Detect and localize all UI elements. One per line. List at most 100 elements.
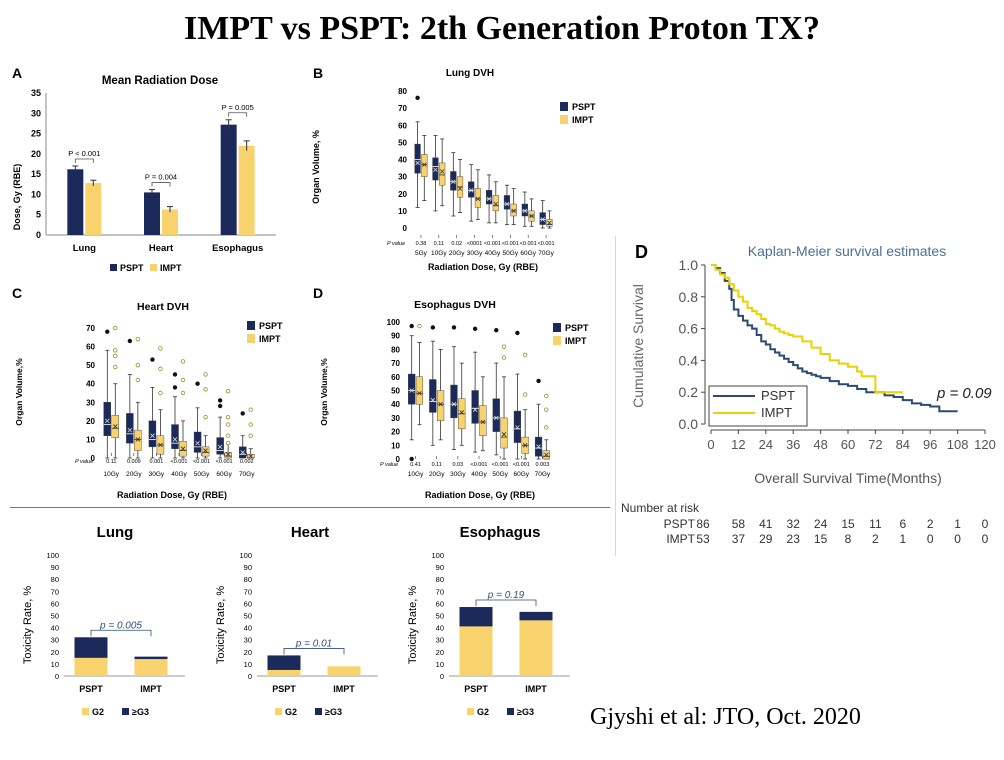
outlier-point <box>472 326 478 332</box>
box-pspt <box>193 431 202 453</box>
p-value-label: P = 0.004 <box>145 173 177 182</box>
y-tick-label: 20 <box>31 149 41 159</box>
x-tick-label: 10Gy <box>431 250 447 257</box>
legend-label: IMPT <box>259 334 281 344</box>
legend-swatch <box>467 708 474 715</box>
box-pspt <box>414 143 421 174</box>
outlier-point <box>225 388 231 394</box>
outlier-point <box>415 95 420 101</box>
mean-marker <box>105 418 110 424</box>
y-tick-label: 90 <box>244 563 252 572</box>
outlier-point <box>544 425 549 430</box>
outlier-point <box>409 323 414 329</box>
risk-table-cell: 1 <box>899 532 906 546</box>
x-tick-label: 72 <box>868 437 882 452</box>
y-tick-label: 0 <box>36 230 41 240</box>
y-tick-label: 70 <box>391 359 400 368</box>
x-tick-label: 50Gy <box>503 250 519 257</box>
x-tick-label: 20Gy <box>429 471 445 478</box>
y-axis-label: Cumulative Survival <box>630 284 646 408</box>
box-pspt <box>171 424 179 449</box>
y-tick-label: 10 <box>31 189 41 199</box>
x-tick-label: 10Gy <box>104 471 120 478</box>
outlier-point <box>113 353 118 359</box>
risk-table-cell: 53 <box>696 532 710 546</box>
x-axis-label: Radiation Dose, Gy (RBE) <box>428 262 538 272</box>
box-impt <box>510 203 517 217</box>
p-value-label: <0.001 <box>520 241 537 247</box>
x-tick-label: 50Gy <box>194 471 210 478</box>
p-value-label: <0.001 <box>513 462 530 468</box>
mean-marker <box>430 397 436 403</box>
bar-impt <box>85 183 102 235</box>
y-tick-label: 30 <box>31 108 41 118</box>
chart-kaplan-meier: D Kaplan-Meier survival estimates Cumula… <box>621 242 996 546</box>
risk-table-cell: 29 <box>759 532 773 546</box>
outlier-point <box>135 336 141 342</box>
y-tick-label: 90 <box>436 563 444 572</box>
x-tick-label: 20Gy <box>449 250 465 257</box>
chart-heart-dvh: C Heart DVH Organ Volume,% Radiation Dos… <box>12 285 283 500</box>
p-value-label: 0.03 <box>452 462 463 468</box>
x-tick-label: PSPT <box>464 684 488 694</box>
mean-marker <box>150 433 155 438</box>
y-tick-label: 10 <box>398 207 407 216</box>
risk-table-cell: 8 <box>845 532 852 546</box>
legend-label: PSPT <box>120 263 144 273</box>
mean-marker <box>248 453 253 459</box>
outlier-point <box>113 325 118 331</box>
p-value-label: p = 0.19 <box>487 590 525 601</box>
x-tick-label: Esophagus <box>212 243 263 254</box>
x-tick-label: 0 <box>707 437 714 452</box>
bar-segment-g2 <box>74 657 108 676</box>
outlier-point <box>225 422 231 427</box>
chart-esophagus-dvh: D Esophagus DVH Organ Volume,% Radiation… <box>313 285 589 500</box>
outlier-point <box>494 328 499 333</box>
box-pspt <box>148 420 157 448</box>
mean-marker <box>522 208 528 214</box>
mean-marker <box>439 169 445 174</box>
y-tick-label: 1.0 <box>679 257 699 273</box>
box-impt <box>201 446 210 457</box>
risk-table-cell: 23 <box>787 532 801 546</box>
mean-marker <box>468 188 474 193</box>
outlier-point <box>501 344 507 349</box>
mean-marker <box>457 186 463 191</box>
chart-lung-dvh: B Lung DVH Organ Volume, % Radiation Dos… <box>311 65 596 272</box>
legend-label: PSPT <box>761 388 795 403</box>
mean-marker <box>544 452 549 458</box>
legend-swatch-impt <box>247 334 255 343</box>
divider <box>10 507 610 508</box>
box-pspt <box>103 402 111 436</box>
p-value-heading: P value <box>380 462 398 468</box>
x-tick-label: Heart <box>149 243 174 254</box>
y-tick-label: 0 <box>55 672 59 681</box>
y-tick-label: 60 <box>398 121 407 130</box>
mean-marker <box>480 419 486 425</box>
y-tick-label: 60 <box>51 599 59 608</box>
risk-table-cell: 6 <box>899 517 906 531</box>
y-tick-label: 0.6 <box>679 321 699 337</box>
mean-marker <box>472 407 478 412</box>
mean-marker <box>540 217 545 222</box>
outlier-point <box>451 325 457 330</box>
risk-table-cell: 2 <box>872 532 879 546</box>
y-tick-label: 0.4 <box>679 352 699 368</box>
x-tick-label: 70Gy <box>239 471 255 478</box>
mean-marker <box>217 444 223 450</box>
p-value-label: 0.11 <box>432 462 442 468</box>
significance-bracket <box>90 629 152 637</box>
mean-marker <box>172 437 178 442</box>
legend-swatch-pspt <box>247 321 255 330</box>
outlier-point <box>217 398 223 403</box>
p-value-label: <0.001 <box>216 459 233 465</box>
y-tick-label: 50 <box>436 612 444 621</box>
box-pspt <box>503 195 511 210</box>
x-axis-label: Radiation Dose, Gy (RBE) <box>425 490 535 500</box>
legend-label: ≥G3 <box>325 707 342 717</box>
x-tick-label: 84 <box>896 437 910 452</box>
p-value-label: 0.002 <box>240 459 254 465</box>
x-tick-label: 60 <box>841 437 855 452</box>
y-tick-label: 50 <box>86 361 95 370</box>
y-tick-label: 60 <box>391 373 400 382</box>
